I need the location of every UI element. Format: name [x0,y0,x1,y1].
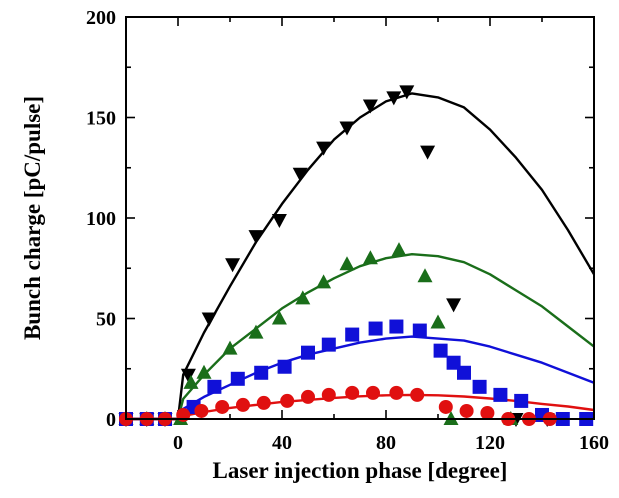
data-point-square [230,371,245,386]
data-point-triangle-up [248,324,264,339]
fit-curve [126,335,595,421]
x-axis-title: Laser injection phase [degree] [213,458,508,483]
data-point-triangle-up [183,374,199,389]
data-point-square [472,379,487,394]
marker-layer [118,85,594,427]
data-point-triangle-up [430,314,446,329]
data-point-triangle-down [316,141,332,156]
data-point-square [301,345,315,360]
data-point-circle [345,385,360,400]
data-point-circle [480,405,495,420]
plot-frame [125,16,595,420]
data-point-triangle-down [180,368,196,383]
fit-curve-layer [126,92,596,421]
data-point-triangle-up [417,268,433,283]
data-point-square [345,327,360,342]
data-point-triangle-up [339,256,355,271]
data-point-square [457,365,471,380]
data-point-triangle-down [271,214,287,229]
data-point-square [514,393,529,408]
data-point-square [433,343,448,358]
data-point-triangle-down [201,312,217,327]
data-point-triangle-down [292,167,308,182]
fit-curve [126,92,596,421]
y-axis-title: Bunch charge [pC/pulse] [20,96,45,340]
data-point-circle [215,399,230,414]
data-point-square [493,387,508,402]
x-tick-label: 120 [475,432,505,454]
data-point-square [368,321,383,336]
data-point-triangle-up [391,242,407,257]
data-point-triangle-up [196,364,212,379]
x-tick-label: 80 [376,432,396,454]
data-point-triangle-down [399,85,415,100]
data-point-square [412,323,427,338]
data-point-circle [438,399,453,414]
data-point-triangle-up [362,250,378,265]
data-point-square [321,337,336,352]
y-tick-label: 50 [96,309,116,331]
x-tick-label: 160 [579,432,609,454]
data-point-triangle-down [446,298,462,313]
tick-layer [125,16,595,420]
data-point-circle [389,385,404,400]
data-point-triangle-up [316,274,332,289]
data-point-circle [410,387,425,402]
data-point-circle [459,403,474,418]
data-point-triangle-up [222,340,238,355]
data-point-triangle-up [295,290,311,305]
y-tick-label: 0 [106,409,116,431]
data-point-triangle-down [386,91,402,106]
data-point-triangle-down [225,258,241,273]
data-point-square [254,365,269,380]
data-point-triangle-down [248,230,264,245]
data-point-circle [194,403,209,418]
data-point-circle [256,395,271,410]
data-point-triangle-down [339,121,355,136]
x-tick-label: 40 [272,432,292,454]
data-point-circle [366,385,380,400]
y-tick-label: 150 [86,108,116,130]
data-point-circle [280,393,295,408]
data-point-circle [236,397,250,412]
data-point-triangle-down [420,145,436,160]
x-tick-label: 0 [173,432,183,454]
y-tick-label: 200 [86,7,116,29]
y-tick-label: 100 [86,208,116,230]
data-point-triangle-up [271,310,287,325]
data-point-circle [301,389,315,404]
data-point-square [389,319,404,334]
data-point-triangle-down [362,99,378,114]
tick-label-layer: 0 40 80 120 160 0 50 100 150 200 [86,7,609,454]
data-point-square [207,379,222,394]
data-point-square [277,359,292,374]
data-point-circle [321,387,336,402]
